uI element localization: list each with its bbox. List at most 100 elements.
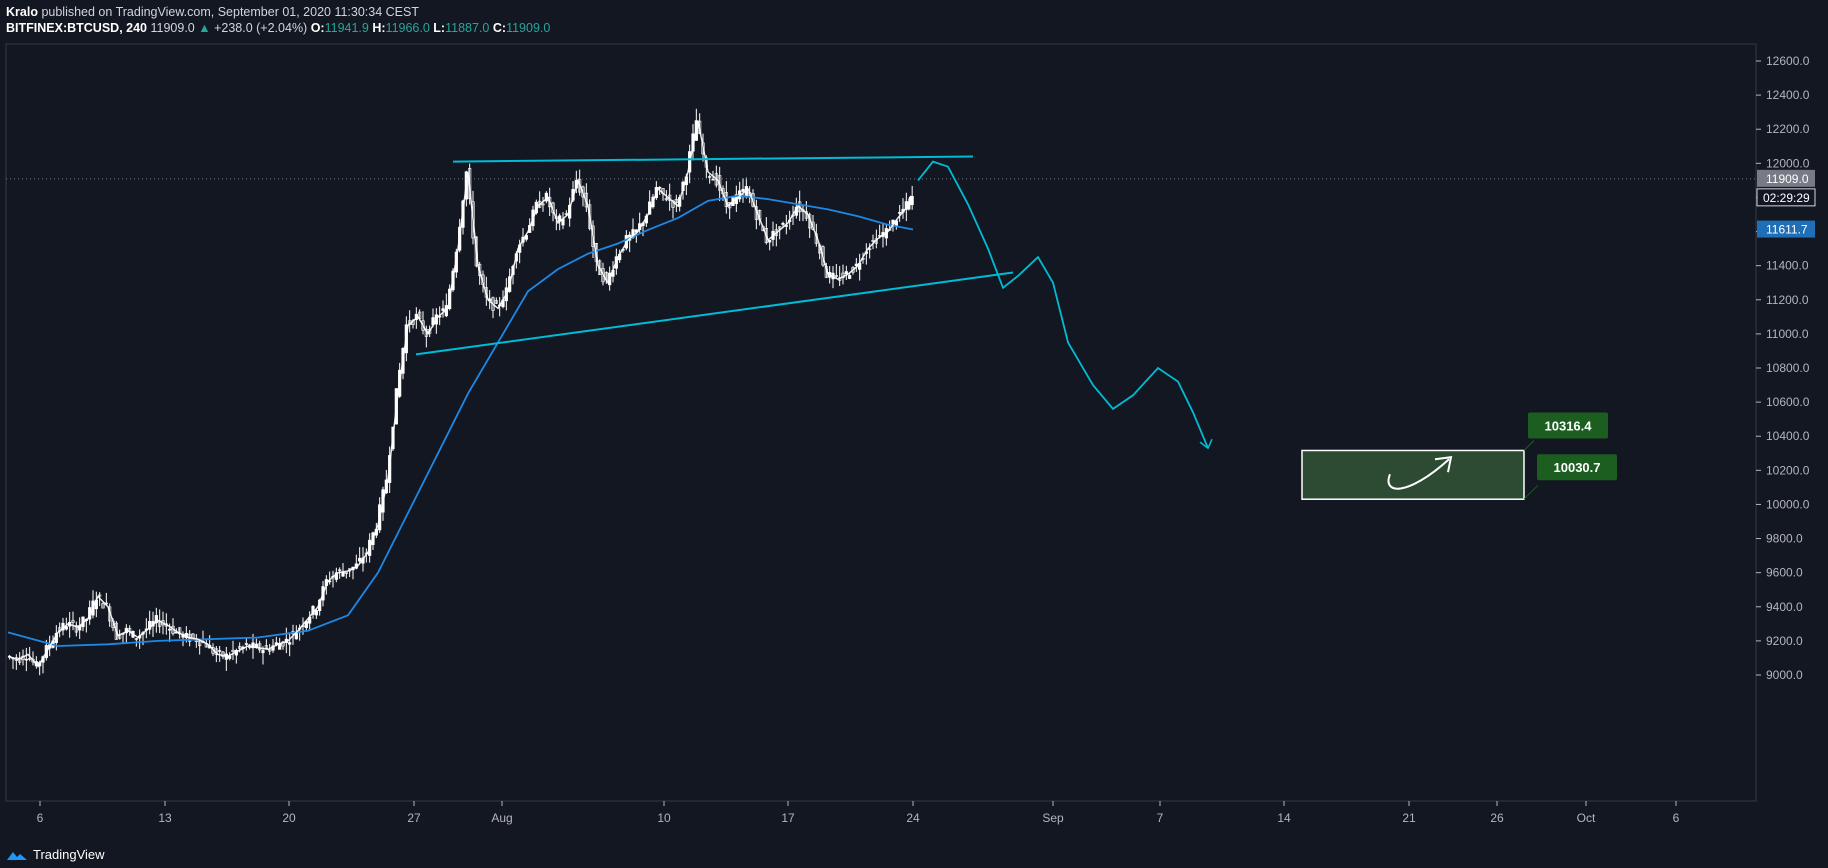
candle-body [591,225,595,247]
candle-body [218,650,222,652]
candle-body [898,212,902,214]
candle-body [581,186,585,198]
price-labels: 11909.0 02:29:29 11611.7 [1756,169,1816,238]
time-tick-label: 13 [158,811,172,825]
fast-moving-average-line [7,120,914,668]
candle-body [658,186,662,189]
countdown-badge-text: 02:29:29 [1763,191,1810,205]
price-tick-label: 10600.0 [1766,395,1810,409]
open-label: O: [310,21,325,35]
tradingview-logo-icon [7,851,27,860]
price-tick-label: 11000.0 [1766,327,1809,341]
footer-brand[interactable]: TradingView [6,847,105,862]
countdown-badge [1756,188,1816,207]
candle-body [491,297,495,311]
low-label: L: [433,21,446,35]
candles-layer [8,108,914,676]
candle-body [148,621,152,630]
bottom-price-connector [1523,484,1539,500]
close-label: C: [492,21,507,35]
candle-body [474,236,478,267]
lines-layer [6,120,1756,668]
candle-body [71,620,75,623]
low-value: 11887.0 [445,21,490,35]
time-tick-label: 24 [906,811,920,825]
candle-body [478,263,482,276]
candle-body [844,271,848,275]
candle-body [548,197,552,208]
candle-body [848,275,852,279]
price-tick-label: 12600.0 [1766,54,1810,68]
candle-body [24,658,28,661]
candle-body [764,227,768,244]
time-tick-label: 6 [37,811,44,825]
candle-body [428,328,432,334]
price-tick-label: 9800.0 [1766,532,1803,546]
resistance-trendline [452,155,974,163]
candle-body [484,287,488,298]
candle-body [264,645,268,649]
price-tick-label: 10400.0 [1766,429,1810,443]
author-name[interactable]: Kralo [6,5,38,19]
price-tick-label: 9000.0 [1766,668,1803,682]
candle-body [421,320,425,331]
candle-body [541,203,545,206]
upward-arrow-head [1434,456,1453,473]
candle-body [698,120,702,134]
forecast-arrow-head [1199,438,1213,450]
candle-body [168,628,172,631]
symbol-label[interactable]: BITFINEX:BTCUSD, 240 [6,21,147,35]
candle-body [468,168,472,199]
price-tick-label: 12400.0 [1766,88,1810,102]
slow-moving-average-line [7,194,914,647]
candle-body [261,650,265,654]
candle-body [441,308,445,311]
forecast-path-line [917,160,1209,449]
candle-body [114,622,118,640]
chart-header: Kralo published on TradingView.com, Sept… [6,4,550,36]
change-value: +238.0 (+2.04%) [214,21,308,35]
price-tick-label: 10200.0 [1766,463,1810,477]
candle-body [821,246,825,266]
time-tick-label: 27 [407,811,421,825]
close-value: 11909.0 [506,21,551,35]
time-tick-label: Oct [1577,811,1596,825]
open-value: 11941.9 [324,21,369,35]
time-tick-label: 21 [1402,811,1416,825]
price-tick-label: 10800.0 [1766,361,1810,375]
candle-body [258,643,262,651]
candle-body [338,569,342,572]
candle-body [74,625,78,633]
time-tick-label: 10 [657,811,671,825]
bottom-price-callout [1537,454,1617,481]
candle-body [134,638,138,640]
price-tick-label: 10000.0 [1766,497,1810,511]
top-price-callout [1528,412,1608,439]
candle-body [494,300,498,304]
candle-body [268,649,272,652]
candle-body [251,642,255,649]
ma-value-badge-text: 11611.7 [1766,223,1808,237]
top-price-connector [1523,440,1535,451]
time-axis[interactable]: 6 13 20 27 Aug 10 17 24 Sep 7 14 21 26 Oct 6 [6,800,1756,825]
candle-body [64,626,68,630]
time-tick-label: 7 [1157,811,1164,825]
ma-value-badge [1757,220,1815,238]
candle-body [221,651,225,657]
candle-body [664,198,668,201]
candle-body [768,239,772,243]
upward-arrow-drawing [1387,458,1450,490]
candle-body [851,267,855,273]
candle-body [101,603,105,609]
price-axis[interactable]: 12600.012400.012200.012000.011800.011600… [1756,54,1810,682]
publish-line: Kralo published on TradingView.com, Sept… [6,4,550,20]
candle-body [231,649,235,652]
time-tick-label: 17 [781,811,795,825]
candle-body [471,201,475,239]
price-tick-label: 11200.0 [1766,293,1809,307]
target-zone-box [1301,449,1525,500]
price-tick-label: 11400.0 [1766,259,1809,273]
last-price-badge-text: 11909.0 [1766,172,1809,186]
candle-body [778,226,782,230]
